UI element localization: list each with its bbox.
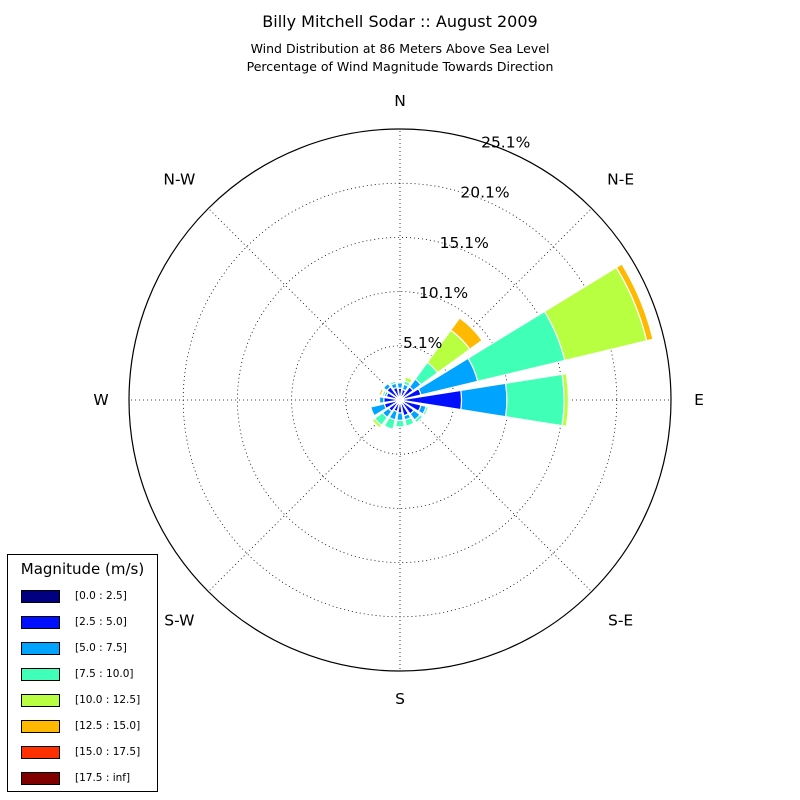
legend-item: [7.5 : 10.0] xyxy=(21,666,133,682)
legend-item: [0.0 : 2.5] xyxy=(21,588,127,604)
compass-label: S-E xyxy=(608,612,633,630)
wind-bar-wsw-bin-3 xyxy=(368,406,376,418)
radial-tick-label: 10.1% xyxy=(419,284,468,302)
legend-swatch xyxy=(21,771,60,785)
compass-label: N-E xyxy=(607,170,634,188)
wind-bar-s-bin-3 xyxy=(395,419,405,428)
legend-label: [7.5 : 10.0] xyxy=(75,668,134,680)
radial-gridline xyxy=(208,399,401,592)
circular-gridline xyxy=(182,182,618,618)
wind-bar-ene-bin-5 xyxy=(615,263,654,342)
legend-item: [12.5 : 15.0] xyxy=(21,718,140,734)
chart-subtitle-2: Percentage of Wind Magnitude Towards Dir… xyxy=(246,59,554,74)
legend-swatch xyxy=(21,615,60,629)
legend-item: [10.0 : 12.5] xyxy=(21,692,140,708)
wind-bar-se-bin-3 xyxy=(413,413,424,424)
wind-bar-ese-bin-3 xyxy=(422,405,430,417)
wind-bar-nw-bin-3 xyxy=(381,381,389,389)
wind-bar-n-bin-2 xyxy=(396,382,404,389)
legend-label: [0.0 : 2.5] xyxy=(75,590,127,602)
radial-tick-label: 5.1% xyxy=(403,334,442,352)
legend-swatch xyxy=(21,667,60,681)
compass-label: W xyxy=(93,391,108,409)
wind-bar-nnw-bin-3 xyxy=(389,380,397,387)
wind-bar-e-bin-4 xyxy=(561,372,569,428)
radial-tick-label: 15.1% xyxy=(440,234,489,252)
compass-label: E xyxy=(694,391,704,409)
wind-bar-e-bin-2 xyxy=(460,382,508,418)
wind-bar-sse-bin-4 xyxy=(405,422,416,429)
wind-bar-n-bin-4 xyxy=(396,379,404,383)
wind-bar-nne-bin-4 xyxy=(403,376,414,385)
legend-title: Magnitude (m/s) xyxy=(20,560,145,578)
legend-label: [17.5 : inf] xyxy=(75,772,131,784)
compass-label: S xyxy=(395,690,405,708)
compass-label: S-W xyxy=(164,612,194,630)
radial-gridline xyxy=(208,208,401,401)
legend-item: [5.0 : 7.5] xyxy=(21,640,127,656)
radial-gridline xyxy=(399,399,592,592)
legend-item: [2.5 : 5.0] xyxy=(21,614,127,630)
wind-bar-e-bin-3 xyxy=(504,373,565,427)
radial-tick-label: 25.1% xyxy=(481,134,530,152)
outer-circle xyxy=(128,128,672,672)
wind-bar-sw-bin-4 xyxy=(371,417,383,429)
legend: Magnitude (m/s) [0.0 : 2.5] [2.5 : 5.0] [5… xyxy=(7,554,158,792)
compass-label: N xyxy=(394,92,406,110)
wind-bar-ssw-bin-4 xyxy=(382,424,394,432)
legend-label: [2.5 : 5.0] xyxy=(75,616,127,628)
radial-tick-label: 20.1% xyxy=(460,184,509,202)
legend-swatch xyxy=(21,589,60,603)
legend-swatch xyxy=(21,719,60,733)
legend-label: [5.0 : 7.5] xyxy=(75,642,127,654)
wind-bar-wnw-bin-5 xyxy=(378,387,385,397)
legend-item: [15.0 : 17.5] xyxy=(21,744,140,760)
wind-bar-s-bin-2 xyxy=(396,412,404,422)
legend-swatch xyxy=(21,745,60,759)
legend-label: [12.5 : 15.0] xyxy=(75,720,141,732)
wind-bar-w-bin-2 xyxy=(378,396,385,404)
wind-bar-ne-bin-5 xyxy=(449,317,483,351)
chart-title: Billy Mitchell Sodar :: August 2009 xyxy=(262,12,538,31)
chart-subtitle-1: Wind Distribution at 86 Meters Above Sea… xyxy=(250,41,550,56)
legend-label: [15.0 : 17.5] xyxy=(75,746,141,758)
legend-swatch xyxy=(21,641,60,655)
legend-item: [17.5 : inf] xyxy=(21,770,130,786)
legend-label: [10.0 : 12.5] xyxy=(75,694,141,706)
legend-swatch xyxy=(21,693,60,707)
compass-label: N-W xyxy=(163,170,195,188)
